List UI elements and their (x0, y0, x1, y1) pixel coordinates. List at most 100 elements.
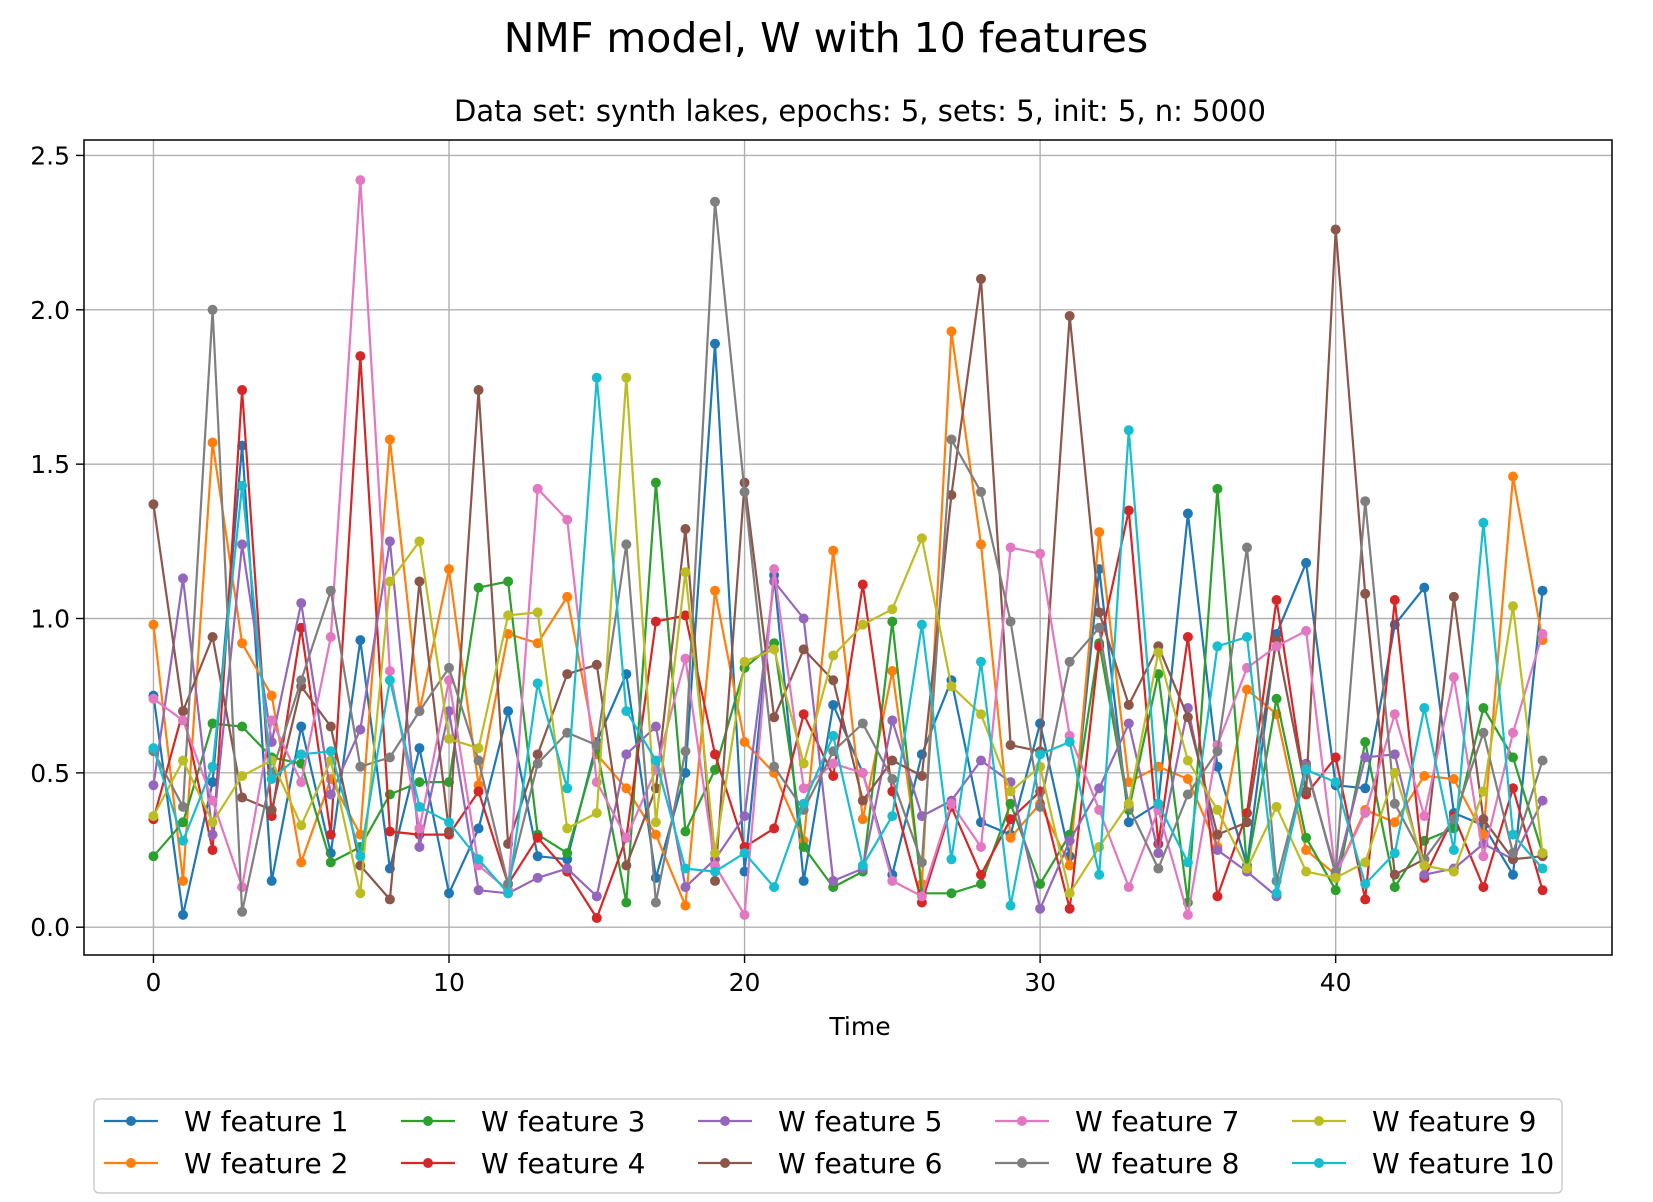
data-point (857, 718, 868, 729)
data-point (178, 755, 189, 766)
data-point (1301, 786, 1312, 797)
data-point (384, 576, 395, 587)
data-point (1005, 900, 1016, 911)
legend-label: W feature 8 (1075, 1147, 1239, 1180)
data-point (798, 798, 809, 809)
data-point (1241, 863, 1252, 874)
data-point (1537, 885, 1548, 896)
data-point (916, 533, 927, 544)
data-point (916, 891, 927, 902)
data-point (1478, 517, 1489, 528)
data-point (473, 823, 484, 834)
series-8 (148, 196, 1548, 917)
legend-item: W feature 5 (698, 1105, 942, 1138)
data-point (1330, 224, 1341, 235)
data-point (384, 894, 395, 905)
data-point (1271, 641, 1282, 652)
data-point (207, 718, 218, 729)
series-line (152, 200, 1544, 913)
data-point (384, 665, 395, 676)
data-point (355, 175, 366, 186)
data-point (769, 644, 780, 655)
data-point (1094, 841, 1105, 852)
data-point (1153, 863, 1164, 874)
data-point (946, 490, 957, 501)
data-point (1123, 798, 1134, 809)
data-point (1389, 882, 1400, 893)
data-point (1123, 882, 1134, 893)
series-10 (148, 372, 1548, 911)
data-point (739, 811, 750, 822)
data-point (148, 743, 159, 754)
data-point (591, 912, 602, 923)
data-point (857, 860, 868, 871)
data-point (207, 845, 218, 856)
legend-label: W feature 2 (184, 1147, 348, 1180)
data-point (1419, 869, 1430, 880)
data-point (325, 721, 336, 732)
data-point (916, 619, 927, 630)
data-point (1330, 885, 1341, 896)
y-tick-label: 1.5 (30, 450, 70, 479)
data-point (680, 653, 691, 664)
data-point (1153, 798, 1164, 809)
data-point (414, 576, 425, 587)
data-point (296, 749, 307, 760)
data-point (1005, 814, 1016, 825)
data-point (237, 638, 248, 649)
data-point (1360, 783, 1371, 794)
y-tick-label: 2.0 (30, 296, 70, 325)
x-tick-label: 20 (729, 968, 761, 997)
data-point (1448, 672, 1459, 683)
data-point (1301, 625, 1312, 636)
data-point (975, 273, 986, 284)
data-point (207, 437, 218, 448)
y-tick-label: 1.0 (30, 605, 70, 634)
data-point (503, 706, 514, 717)
data-point (1389, 749, 1400, 760)
data-point (710, 866, 721, 877)
data-point (207, 304, 218, 315)
data-point (1182, 774, 1193, 785)
data-point (414, 743, 425, 754)
data-point (739, 736, 750, 747)
data-point (1005, 786, 1016, 797)
data-point (207, 632, 218, 643)
y-tick-label: 2.5 (30, 141, 70, 170)
data-point (1182, 789, 1193, 800)
data-point (1182, 857, 1193, 868)
legend-item: W feature 4 (401, 1147, 645, 1180)
data-point (591, 777, 602, 788)
data-point (1212, 891, 1223, 902)
data-point (1035, 718, 1046, 729)
legend-label: W feature 1 (184, 1105, 348, 1138)
data-point (1301, 764, 1312, 775)
data-point (650, 897, 661, 908)
data-point (384, 434, 395, 445)
data-point (178, 573, 189, 584)
x-tick-label: 30 (1024, 968, 1056, 997)
data-point (1537, 848, 1548, 859)
data-point (1507, 783, 1518, 794)
data-point (414, 823, 425, 834)
data-point (769, 564, 780, 575)
data-point (857, 579, 868, 590)
data-point (414, 777, 425, 788)
data-point (1507, 829, 1518, 840)
data-point (1212, 483, 1223, 494)
data-point (1064, 888, 1075, 899)
data-point (237, 770, 248, 781)
data-point (178, 801, 189, 812)
y-tick-label: 0.0 (30, 913, 70, 942)
data-point (857, 767, 868, 778)
data-point (562, 591, 573, 602)
data-point (1537, 863, 1548, 874)
legend-label: W feature 6 (778, 1147, 942, 1180)
data-point (1389, 767, 1400, 778)
data-point (1271, 888, 1282, 899)
data-point (148, 851, 159, 862)
legend-marker (1017, 1116, 1027, 1126)
data-point (444, 888, 455, 899)
data-point (355, 888, 366, 899)
data-point (148, 693, 159, 704)
